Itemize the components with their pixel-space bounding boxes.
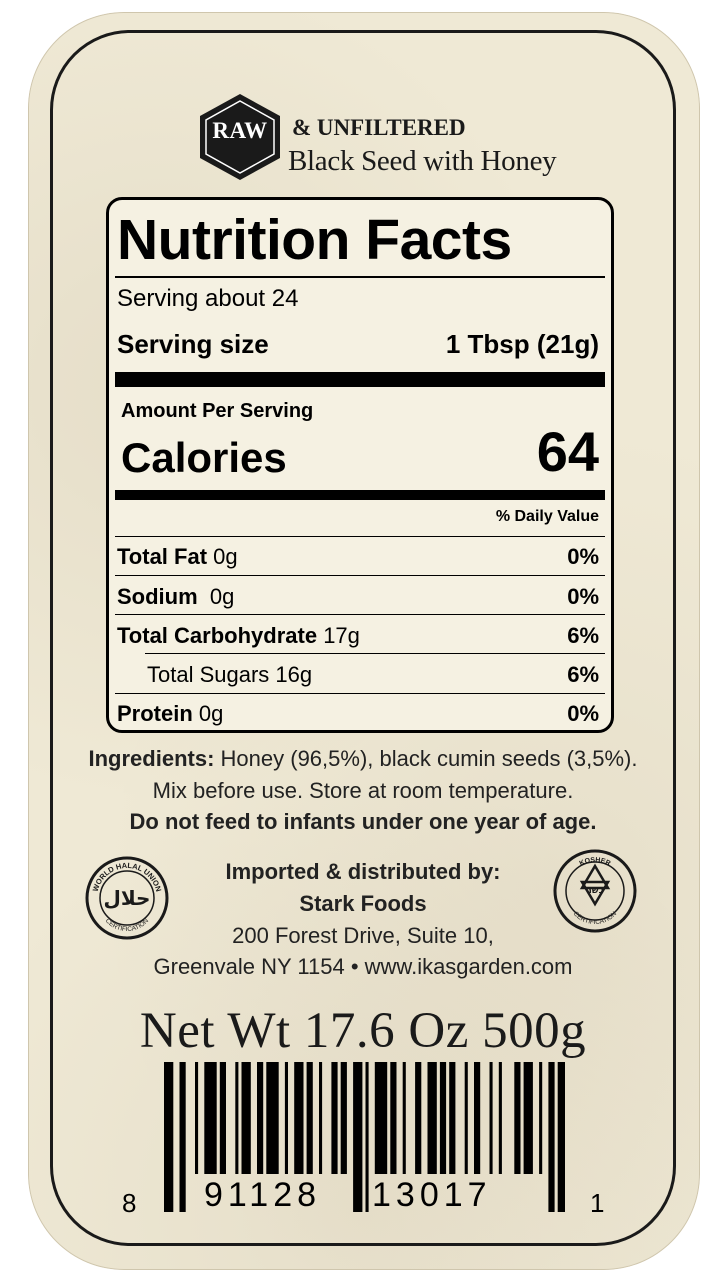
barcode-bar <box>514 1062 521 1174</box>
barcode-bar <box>219 1062 226 1174</box>
distributor-address-1: 200 Forest Drive, Suite 10, <box>232 923 494 948</box>
barcode-bar <box>306 1062 313 1174</box>
barcode-bar <box>415 1062 422 1174</box>
barcode-first-digit: 8 <box>122 1188 137 1218</box>
barcode-bar <box>353 1062 363 1212</box>
barcode-bar <box>266 1062 279 1174</box>
barcode-bar <box>449 1062 456 1174</box>
nutrient-name: Total Carbohydrate <box>117 623 318 648</box>
kosher-certification-icon: KOSHER CERTIFICATION כשר <box>553 849 637 933</box>
row-divider <box>115 536 605 537</box>
ingredients-line: Ingredients: Honey (96,5%), black cumin … <box>50 746 676 772</box>
nutrient-name: Sodium <box>117 584 198 609</box>
kosher-ring-text: KOSHER <box>579 857 612 868</box>
nutrition-facts-title: Nutrition Facts <box>117 208 512 272</box>
barcode-bar <box>498 1062 502 1174</box>
barcode-left-digits: 91128 <box>204 1176 322 1214</box>
barcode-bar <box>365 1062 369 1212</box>
svg-text:KOSHER: KOSHER <box>579 857 612 868</box>
kosher-glyph: כשר <box>586 886 603 896</box>
nutrient-row-total-sugars: Total Sugars 16g <box>147 662 312 688</box>
barcode-bar <box>241 1062 251 1174</box>
barcode-bar <box>331 1062 338 1174</box>
row-divider <box>115 614 605 615</box>
label-border <box>50 30 676 1246</box>
nutrition-facts-panel: Nutrition Facts Serving about 24 Serving… <box>106 197 614 733</box>
barcode-bar <box>294 1062 304 1174</box>
ingredients-label: Ingredients: <box>88 746 215 771</box>
distributor-name: Stark Foods <box>299 891 427 916</box>
serving-size-value: 1 Tbsp (21g) <box>445 329 599 359</box>
halal-glyph: حلال <box>104 886 151 910</box>
nutrient-amount: 16g <box>275 662 313 687</box>
nutrient-amount: 0g <box>213 544 238 569</box>
barcode-bar <box>390 1062 397 1174</box>
nutrient-amount: 0g <box>209 584 235 609</box>
serving-size-label: Serving size <box>117 329 269 359</box>
nutrient-amount: 0g <box>198 701 224 726</box>
amount-per-serving: Amount Per Serving <box>121 400 314 422</box>
barcode-last-digit: 1 <box>590 1188 605 1218</box>
barcode-bar <box>319 1062 323 1174</box>
nutrient-row-protein: Protein 0g <box>117 701 223 727</box>
product-subtitle: & UNFILTERED <box>292 115 466 140</box>
raw-badge-icon <box>200 94 280 180</box>
barcode-bar <box>489 1062 493 1174</box>
calories-value: 64 <box>536 420 599 483</box>
thick-rule-2 <box>115 490 605 500</box>
barcode-bar <box>235 1062 239 1174</box>
distributor-address-2: Greenvale NY 1154 • www.ikasgarden.com <box>153 954 573 979</box>
rule-under-title <box>115 276 605 278</box>
nutrient-row-total-fat: Total Fat 0g <box>117 544 238 570</box>
barcode-bar <box>179 1062 186 1212</box>
nutrient-dv: 0% <box>567 544 599 569</box>
barcode-bar <box>284 1062 288 1174</box>
ingredients-text: Honey (96,5%), black cumin seeds (3,5%). <box>220 746 638 771</box>
servings-per-container: Serving about 24 <box>117 285 299 312</box>
barcode-bar <box>539 1062 543 1174</box>
barcode-bar <box>402 1062 406 1174</box>
barcode-bar <box>427 1062 437 1174</box>
barcode-bar <box>374 1062 388 1174</box>
barcode-right-digits: 13017 <box>372 1176 492 1214</box>
nutrient-dv: 0% <box>567 701 599 726</box>
barcode-bar <box>257 1062 264 1174</box>
calories-label: Calories <box>121 434 287 481</box>
kosher-bottom-text: CERTIFICATION <box>572 910 618 926</box>
barcode-bar <box>474 1062 481 1174</box>
halal-certification-icon: WORLD HALAL UNION CERTIFICATION حلال <box>85 856 169 940</box>
nutrient-amount: 17g <box>323 623 360 648</box>
svg-text:CERTIFICATION: CERTIFICATION <box>572 910 618 926</box>
nutrient-name: Total Sugars <box>147 662 270 687</box>
product-name: Black Seed with Honey <box>288 145 557 177</box>
nutrient-row-total-carbohydrate: Total Carbohydrate 17g <box>117 623 360 649</box>
row-divider <box>115 693 605 694</box>
barcode-bar <box>464 1062 468 1174</box>
usage-instructions: Mix before use. Store at room temperatur… <box>152 778 574 803</box>
barcode-bar <box>340 1062 347 1174</box>
nutrient-dv: 6% <box>567 662 599 687</box>
row-divider <box>145 653 605 654</box>
barcode-bar <box>164 1062 174 1212</box>
barcode-bar <box>548 1062 555 1212</box>
thick-rule-1 <box>115 372 605 387</box>
distributor-heading: Imported & distributed by: <box>225 859 501 884</box>
barcode-bar <box>204 1062 217 1174</box>
row-divider <box>115 575 605 576</box>
barcode-bar <box>195 1062 199 1174</box>
nutrient-name: Total Fat <box>117 544 208 569</box>
barcode-bar <box>557 1062 565 1212</box>
daily-value-header: % Daily Value <box>495 508 599 525</box>
nutrient-name: Protein <box>117 701 193 726</box>
nutrient-row-sodium: Sodium 0g <box>117 584 234 610</box>
raw-badge-text: RAW <box>212 118 268 143</box>
barcode-bar <box>523 1062 533 1174</box>
barcode-bar <box>439 1062 447 1174</box>
infant-warning: Do not feed to infants under one year of… <box>129 809 597 834</box>
nutrient-dv: 0% <box>567 584 599 609</box>
nutrient-dv: 6% <box>567 623 599 648</box>
barcode-icon <box>164 1062 565 1212</box>
net-weight: Net Wt 17.6 Oz 500g <box>139 1003 587 1059</box>
